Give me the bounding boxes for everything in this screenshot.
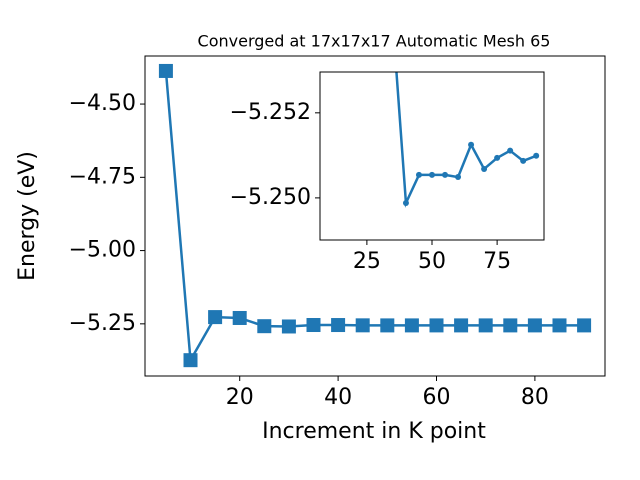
y-tick-label: −4.50 xyxy=(69,91,136,116)
y-tick-label: −5.00 xyxy=(69,238,136,263)
series xyxy=(158,63,592,368)
x-axis-label: Increment in K point xyxy=(262,419,486,444)
marker xyxy=(380,318,395,333)
marker xyxy=(552,318,567,333)
plot-area xyxy=(320,72,544,240)
x-tick-label: 75 xyxy=(483,249,511,274)
marker xyxy=(520,157,527,164)
x-tick-label: 50 xyxy=(418,249,446,274)
marker xyxy=(183,353,198,368)
x-tick-label: 60 xyxy=(422,385,450,410)
x-tick-label: 80 xyxy=(521,385,549,410)
marker xyxy=(306,318,321,333)
marker xyxy=(455,174,462,181)
marker xyxy=(429,318,444,333)
y-tick-label: −5.25 xyxy=(69,311,136,336)
marker xyxy=(158,63,173,78)
marker xyxy=(355,318,370,333)
marker xyxy=(442,171,449,178)
marker xyxy=(429,171,435,178)
marker xyxy=(208,310,223,325)
marker xyxy=(415,171,422,178)
marker xyxy=(533,152,540,159)
y-tick-label: −4.75 xyxy=(69,164,136,189)
marker xyxy=(257,319,272,334)
y-tick-label: −5.250 xyxy=(230,185,311,210)
marker xyxy=(281,319,296,334)
series xyxy=(390,21,540,208)
marker xyxy=(390,21,396,27)
x-tick-label: 40 xyxy=(324,385,352,410)
marker xyxy=(404,318,419,333)
marker xyxy=(468,141,475,148)
x-tick-label: 25 xyxy=(353,249,381,274)
chart-title: Converged at 17x17x17 Automatic Mesh 65 xyxy=(198,32,551,51)
marker xyxy=(577,318,592,333)
marker xyxy=(494,154,501,161)
marker xyxy=(331,318,346,333)
marker xyxy=(454,318,469,333)
marker xyxy=(527,318,542,333)
marker xyxy=(503,318,518,333)
axes-frame xyxy=(319,71,545,241)
marker xyxy=(232,310,247,325)
marker xyxy=(481,165,488,172)
x-tick-label: 20 xyxy=(226,385,254,410)
y-tick-label: −5.252 xyxy=(230,100,311,125)
marker xyxy=(402,199,409,206)
marker xyxy=(478,318,493,333)
axes-frame xyxy=(144,55,606,377)
y-axis-label: Energy (eV) xyxy=(15,151,40,281)
marker xyxy=(507,147,514,154)
